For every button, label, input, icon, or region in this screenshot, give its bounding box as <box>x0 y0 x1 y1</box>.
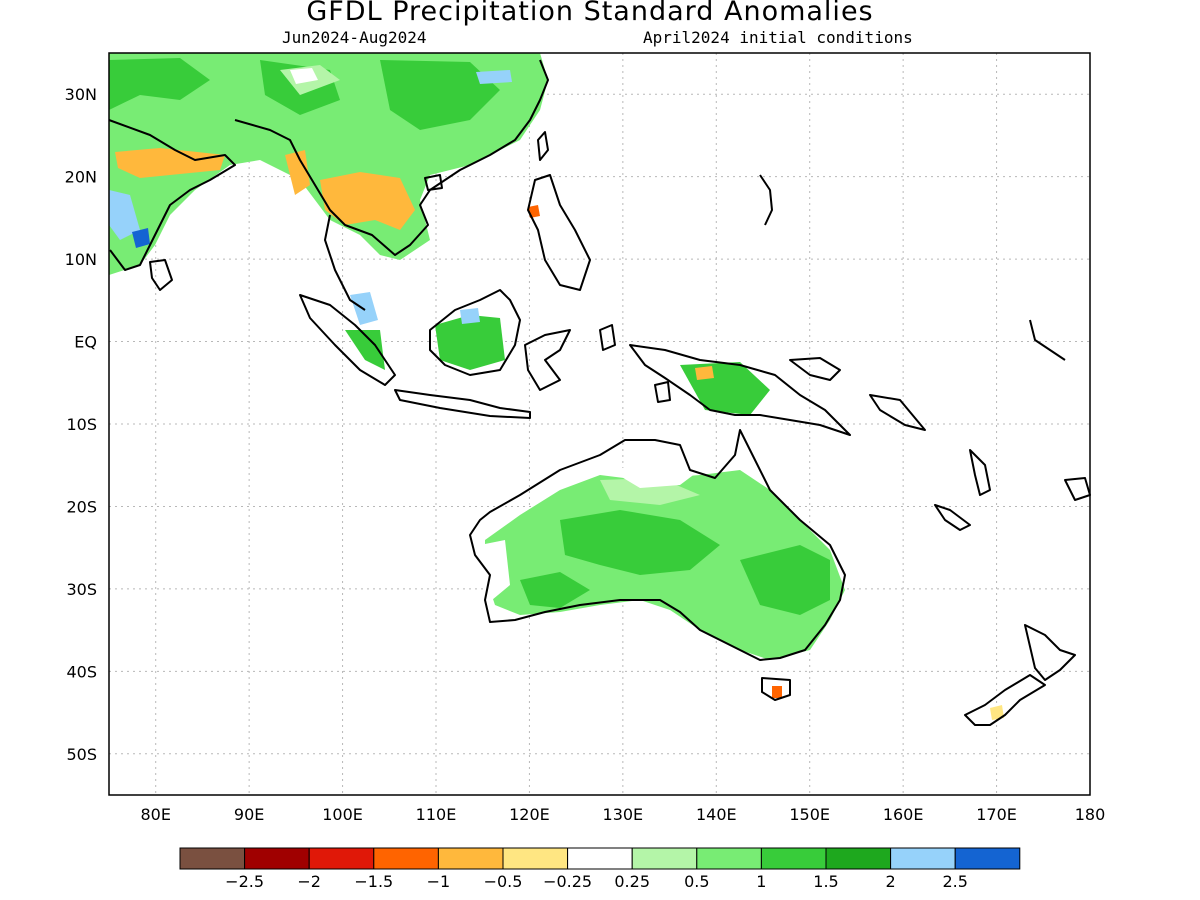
lat-tick-label: 10N <box>65 250 97 269</box>
colorbar-swatch <box>890 847 956 870</box>
gridlines <box>109 53 1090 795</box>
australia-dark-green-2 <box>520 572 590 608</box>
colorbar-swatch <box>567 847 633 870</box>
borneo-green <box>435 315 505 370</box>
colorbar-swatch <box>244 847 310 870</box>
india-orange <box>115 148 225 178</box>
colorbar-label: 0.25 <box>614 872 650 891</box>
latitude-labels: 30N 20N 10N EQ 10S 20S 30S 40S 50S <box>65 85 97 764</box>
asia-dark-green-2 <box>380 60 500 130</box>
initial-conditions: April2024 initial conditions <box>643 28 913 47</box>
lat-tick-label: 10S <box>66 415 97 434</box>
colorbar: −2.5 −2 −1.5 −1 −0.5 −0.25 0.25 0.5 1 1.5 2 2.5 <box>179 847 1021 891</box>
lon-tick-label: 150E <box>789 805 830 824</box>
lon-tick-label: 90E <box>234 805 264 824</box>
colorbar-swatch <box>825 847 892 870</box>
colorbar-label: −1 <box>427 872 451 891</box>
plot-frame <box>108 52 1091 796</box>
colorbar-swatch <box>373 847 439 870</box>
lon-tick-label: 140E <box>696 805 737 824</box>
longitude-labels: 80E 90E 100E 110E 120E 130E 140E 150E 160E 170E 18… <box>140 805 1105 824</box>
colorbar-swatch <box>308 847 375 870</box>
colorbar-label: 2.5 <box>942 872 967 891</box>
lat-tick-label: 40S <box>66 662 97 681</box>
nz-yellow <box>990 705 1004 720</box>
colorbar-swatch <box>954 847 1021 870</box>
lon-tick-label: 160E <box>883 805 924 824</box>
australia-white-north <box>610 462 700 488</box>
india-deep-blue <box>132 228 150 248</box>
png-orange <box>695 366 714 380</box>
asia-dark-green-1 <box>109 58 210 110</box>
lat-tick-label: 20S <box>66 497 97 516</box>
lon-tick-label: 80E <box>140 805 170 824</box>
asia-white-1 <box>290 68 318 84</box>
colorbar-label: −1.5 <box>354 872 393 891</box>
indochina-orange-1 <box>320 172 415 230</box>
colorbar-swatch <box>502 847 569 870</box>
borneo-blue <box>460 308 480 324</box>
tasmania-red <box>772 686 782 698</box>
colorbar-label: −2 <box>297 872 321 891</box>
australia-dark-green-3 <box>740 545 830 615</box>
india-blue <box>109 190 140 240</box>
colorbar-swatch <box>631 847 698 870</box>
lon-tick-label: 100E <box>322 805 363 824</box>
lon-tick-label: 110E <box>416 805 457 824</box>
forecast-period: Jun2024-Aug2024 <box>282 28 427 47</box>
lat-tick-label: 30N <box>65 85 97 104</box>
sumatra-green <box>345 330 385 370</box>
colorbar-label: 1 <box>756 872 766 891</box>
australia-dark-green-1 <box>560 510 720 575</box>
map-title: GFDL Precipitation Standard Anomalies <box>306 0 874 27</box>
colorbar-swatch <box>179 847 246 870</box>
lon-tick-label: 180 <box>1075 805 1106 824</box>
colorbar-label: 0.5 <box>684 872 709 891</box>
colorbar-label: −2.5 <box>225 872 264 891</box>
colorbar-swatch <box>437 847 504 870</box>
colorbar-label: −0.5 <box>484 872 523 891</box>
lat-tick-label: 30S <box>66 580 97 599</box>
lon-tick-label: 130E <box>603 805 644 824</box>
colorbar-label: 1.5 <box>813 872 838 891</box>
anomaly-shading <box>109 53 1004 720</box>
asia-blue-1 <box>476 70 512 84</box>
lat-tick-label: 20N <box>65 168 97 187</box>
lon-tick-label: 120E <box>509 805 550 824</box>
colorbar-label: −0.25 <box>543 872 592 891</box>
lon-tick-label: 170E <box>976 805 1017 824</box>
colorbar-swatch <box>760 847 827 870</box>
lat-tick-label: 50S <box>66 745 97 764</box>
indochina-orange-2 <box>285 150 310 195</box>
lat-tick-label: EQ <box>74 333 97 352</box>
colorbar-label: 2 <box>886 872 896 891</box>
coastlines <box>108 59 1091 726</box>
colorbar-swatch <box>696 847 762 870</box>
